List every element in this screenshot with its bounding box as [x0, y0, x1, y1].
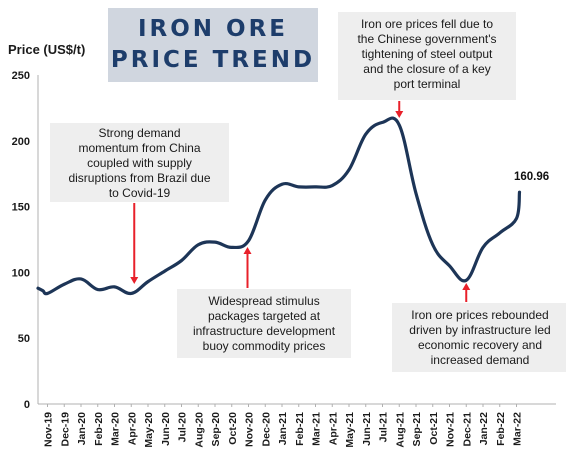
annotation-line: economic recovery and — [417, 338, 543, 352]
x-tick-label: Dec-21 — [461, 412, 473, 447]
x-tick-label: Nov-19 — [43, 412, 55, 447]
annotation-line: the Chinese government's — [357, 32, 497, 46]
annotation-line: increased demand — [430, 353, 530, 367]
y-tick-label: 250 — [12, 70, 30, 82]
annotation-line: Iron ore prices fell due to — [360, 17, 494, 31]
annotation-line: Strong demand — [98, 126, 181, 140]
x-tick-label: Jun-21 — [361, 412, 373, 446]
annotation-line: packages targeted at — [207, 309, 321, 323]
x-tick-label: Jul-21 — [378, 412, 390, 443]
arrow-stimulus-head — [243, 247, 252, 254]
x-tick-label: May-20 — [143, 412, 155, 448]
x-tick-label: Feb-22 — [495, 412, 507, 446]
annotation-line: buoy commodity prices — [202, 339, 326, 353]
x-tick-label: Sep-20 — [210, 412, 222, 447]
annotation-line: and the closure of a key — [363, 62, 491, 76]
arrow-rebound-head — [462, 283, 471, 290]
chart-title: IRON ORE PRICE TREND — [108, 8, 318, 82]
x-tick-label: Oct-21 — [428, 412, 440, 445]
x-tick-label: Mar-20 — [110, 412, 122, 446]
annotation-box-price-fall: Iron ore prices fell due to the Chinese g… — [338, 12, 516, 100]
y-tick-label: 100 — [12, 267, 30, 279]
x-tick-label: Jan-22 — [478, 412, 490, 445]
y-tick-label: 150 — [12, 202, 30, 214]
x-tick-label: Aug-20 — [193, 412, 205, 448]
x-tick-label: Nov-20 — [244, 412, 256, 447]
last-value-label: 160.96 — [514, 171, 550, 183]
x-tick-label: Mar-22 — [512, 412, 524, 446]
annotation-line: Widespread stimulus — [208, 294, 320, 308]
annotation-line: disruptions from Brazil due — [68, 171, 211, 185]
chart-title-line-2: PRICE TREND — [110, 47, 316, 73]
x-tick-label: Apr-21 — [327, 412, 339, 445]
x-tick-label: Feb-21 — [294, 412, 306, 446]
annotation-line: infrastructure development — [192, 324, 336, 338]
annotation-box-china-demand: Strong demand momentum from China coupled … — [50, 123, 229, 202]
x-tick-label: Nov-21 — [445, 412, 457, 447]
series-line — [36, 116, 522, 296]
annotation-box-rebound: Iron ore prices rebounded driven by infra… — [392, 303, 566, 372]
x-tick-label: Dec-19 — [59, 412, 71, 447]
x-tick-label: Apr-20 — [126, 412, 138, 445]
annotation-line: momentum from China — [78, 141, 201, 155]
x-tick-label: Oct-20 — [227, 412, 239, 445]
annotation-line: to Covid-19 — [108, 186, 171, 200]
x-tick-label: Dec-20 — [260, 412, 272, 447]
annotation-line: tightening of steel output — [361, 47, 493, 61]
x-tick-label: Sep-21 — [411, 412, 423, 447]
annotation-line: driven by infrastructure led — [409, 323, 551, 337]
annotation-box-stimulus: Widespread stimulus packages targeted at i… — [177, 289, 351, 358]
x-tick-label: Jan-21 — [277, 412, 289, 445]
arrow-price-fall-head — [395, 111, 404, 118]
x-tick-label: Feb-20 — [93, 412, 105, 446]
annotation-line: port terminal — [393, 77, 461, 91]
y-tick-label: 50 — [18, 333, 30, 345]
y-axis-label: Price (US$/t) — [8, 42, 86, 57]
x-tick-label: Aug-21 — [394, 412, 406, 448]
annotation-line: Iron ore prices rebounded — [411, 308, 549, 322]
x-tick-label: Jan-20 — [76, 412, 88, 445]
x-tick-label: Mar-21 — [311, 412, 323, 446]
x-tick-label: Jun-20 — [160, 412, 172, 446]
chart-title-line-1: IRON ORE — [137, 16, 289, 42]
y-tick-label: 0 — [24, 399, 30, 411]
x-tick-label: May-21 — [344, 412, 356, 448]
y-tick-label: 200 — [12, 136, 30, 148]
x-tick-label: Jul-20 — [177, 412, 189, 443]
arrow-china-demand-head — [130, 277, 139, 284]
annotation-line: coupled with supply — [87, 156, 192, 170]
